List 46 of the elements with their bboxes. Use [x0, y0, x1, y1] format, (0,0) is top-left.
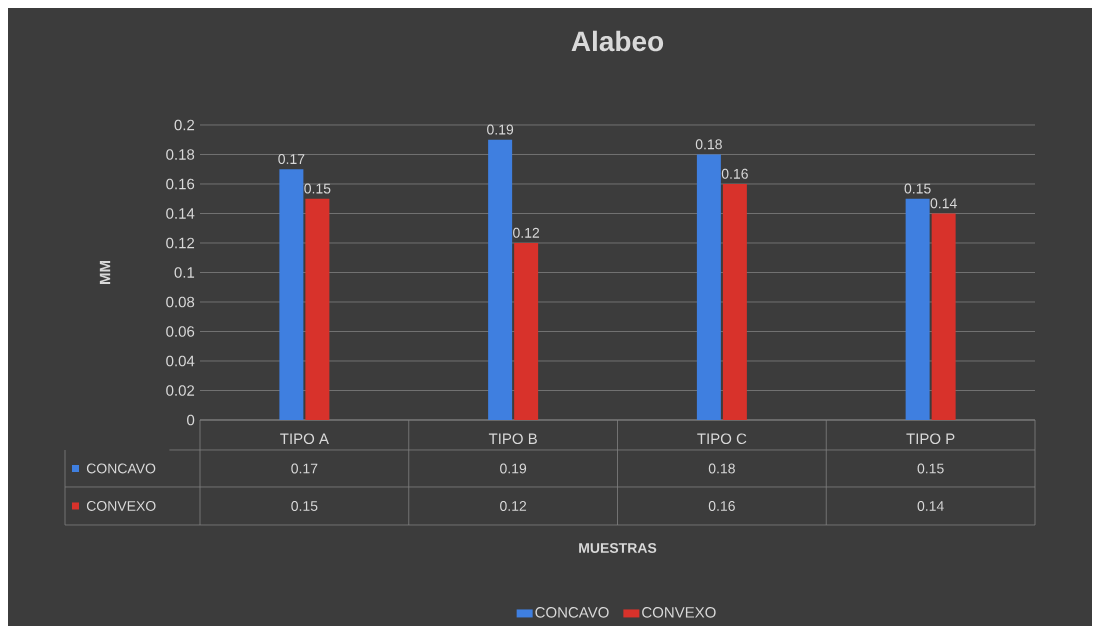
data-label: 0.18	[708, 463, 735, 474]
text: 0.18	[695, 139, 722, 150]
chart-title: Alabeo	[571, 30, 664, 52]
x-tick-label: TIPO A	[280, 433, 329, 445]
legend-label: CONVEXO	[86, 501, 156, 511]
bar	[488, 139, 513, 420]
x-tick-label: TIPO B	[488, 433, 537, 445]
text: 0.16	[721, 168, 748, 179]
y-tick-label: 0.16	[166, 178, 195, 190]
y-tick-label: 0.08	[166, 296, 195, 308]
text: CONCAVO	[535, 607, 609, 618]
y-tick-label: 0.04	[166, 355, 195, 367]
data-label: 0.12	[500, 501, 527, 511]
text: 0.15	[304, 183, 331, 194]
data-label: 0.15	[291, 501, 318, 511]
y-tick-label: 0	[187, 414, 195, 426]
bar	[279, 169, 304, 420]
bar	[905, 198, 930, 420]
data-label: 0.19	[500, 463, 527, 474]
text: MUESTRAS	[579, 543, 657, 553]
bar	[931, 213, 956, 420]
data-label: 0.17	[291, 463, 318, 474]
data-label: 0.15	[917, 463, 944, 474]
text: 0.19	[487, 124, 514, 135]
x-tick-label: TIPO C	[697, 433, 747, 445]
text: 0.12	[513, 227, 540, 238]
y-tick-label: 0.12	[166, 237, 195, 249]
text: 0.14	[930, 198, 957, 209]
text: CONVEXO	[642, 607, 716, 618]
bar	[305, 198, 330, 420]
y-tick-label: 0.18	[166, 149, 195, 160]
y-tick-label: 0.14	[166, 208, 195, 219]
y-tick-label: 0.06	[166, 326, 195, 337]
bar	[696, 154, 721, 420]
x-tick-label: TIPO P	[906, 433, 955, 445]
text: 0.15	[904, 183, 931, 194]
y-tick-label: 0.2	[174, 119, 195, 131]
y-tick-label: 0.02	[166, 385, 195, 396]
bar	[514, 242, 539, 420]
data-label: 0.14	[917, 501, 944, 511]
text: 0.17	[278, 154, 305, 165]
y-tick-label: 0.1	[174, 267, 195, 278]
y-axis-title: MM	[99, 261, 111, 284]
bar	[722, 183, 747, 420]
data-label: 0.16	[708, 501, 735, 511]
legend-label: CONCAVO	[86, 463, 156, 474]
